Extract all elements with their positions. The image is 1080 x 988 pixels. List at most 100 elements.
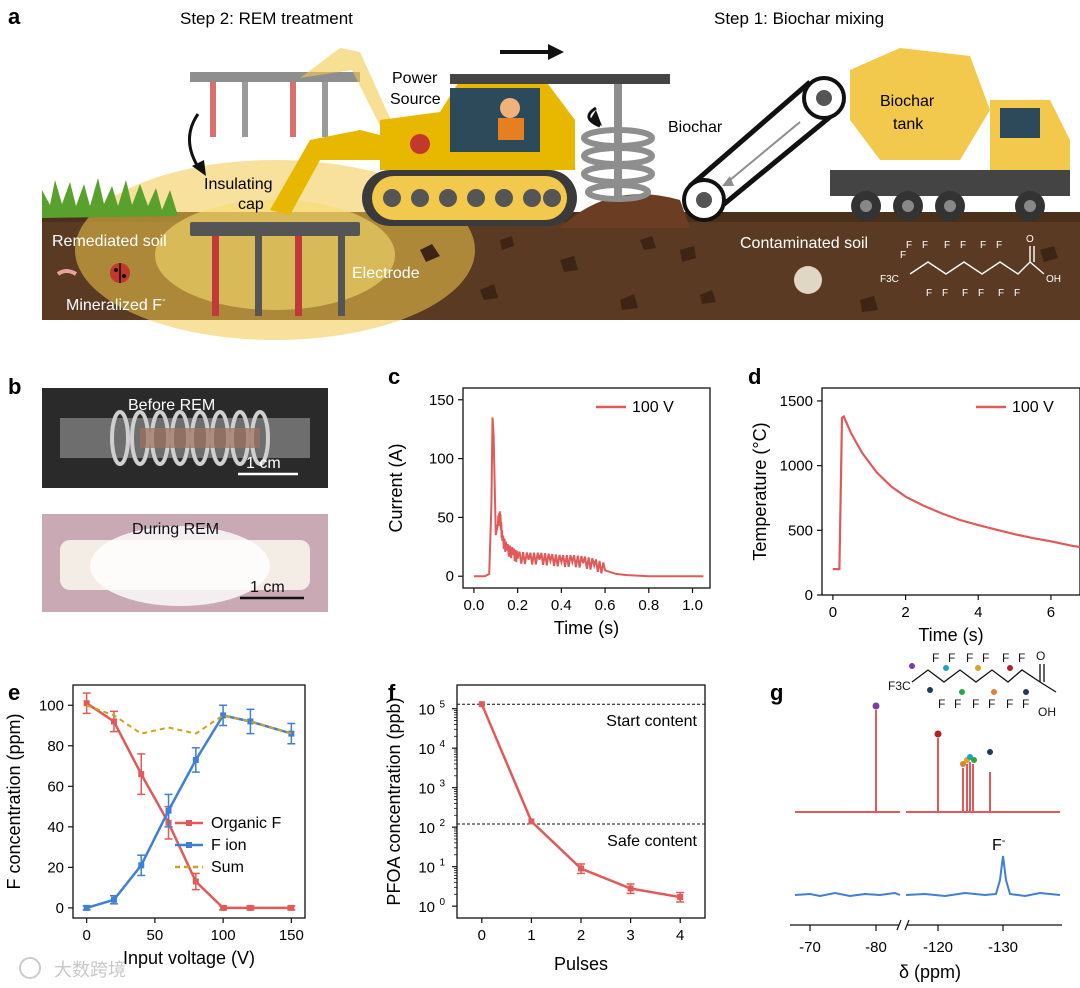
legend-label: 100 V xyxy=(632,399,674,416)
photo-before-sample xyxy=(140,428,260,448)
y-axis-label: Temperature (°C) xyxy=(750,422,770,560)
x-tick-label: 2 xyxy=(577,927,585,944)
data-point xyxy=(138,862,145,869)
tank-label-1: Biochar xyxy=(880,93,935,110)
svg-text:F: F xyxy=(1002,651,1009,665)
series-line-sum xyxy=(86,704,292,735)
x-tick-label: 4 xyxy=(676,927,684,944)
contaminated-soil-label: Contaminated soil xyxy=(740,235,868,252)
panel-c-chart: c 0.0 0.2 0.4 0.6 0.8 1.0 0 50 100 150 Time (s) Curr… xyxy=(386,364,711,638)
x-axis-label: Input voltage (V) xyxy=(123,948,255,968)
panel-b: b Before REM 1 cm During REM 1 cm xyxy=(8,374,328,612)
nmr-tick-label: -70 xyxy=(799,939,821,956)
y-tick-label: 1000 xyxy=(780,458,813,475)
y-tick-label: 10 xyxy=(418,781,435,798)
data-point xyxy=(83,904,90,911)
x-tick-label: 0 xyxy=(82,927,90,944)
data-point xyxy=(110,896,117,903)
panel-a-letter: a xyxy=(8,4,21,29)
nmr-xlabel: δ (ppm) xyxy=(899,962,961,982)
series-line-f-ion xyxy=(86,713,292,910)
x-tick-label: 0.8 xyxy=(638,597,659,614)
pfoa-structure-a xyxy=(909,246,1045,275)
y-tick-exponent: 3 xyxy=(439,779,445,790)
panel-f-chart: f 0 1 2 3 4 10 0 10 1 10 2 10 3 10 4 10 5 Start content Saf… xyxy=(384,680,706,974)
svg-text:F: F xyxy=(1018,651,1025,665)
data-point xyxy=(288,904,295,911)
before-rem-label: Before REM xyxy=(128,397,215,414)
soil-rocks xyxy=(420,236,1058,312)
panel-g-letter: g xyxy=(770,680,783,705)
svg-text:F: F xyxy=(938,697,945,711)
step1-title: Step 1: Biochar mixing xyxy=(714,9,884,28)
auger xyxy=(581,84,655,202)
nmr-tick-label: -80 xyxy=(865,939,887,956)
series-line-100v xyxy=(473,417,704,578)
svg-text:F: F xyxy=(944,240,950,251)
panel-letter: e xyxy=(8,680,20,705)
skull xyxy=(794,266,822,294)
svg-text:F: F xyxy=(962,288,968,299)
x-axis-label: Time (s) xyxy=(554,618,619,638)
data-point xyxy=(220,904,227,911)
panel-letter: f xyxy=(388,680,396,705)
during-rem-label: During REM xyxy=(132,521,219,538)
y-tick-label: 50 xyxy=(437,509,454,526)
y-axis-label: F concentration (ppm) xyxy=(4,713,24,889)
data-point xyxy=(528,818,535,825)
nmr-ticks xyxy=(809,925,1004,931)
x-tick-label: 100 xyxy=(211,927,236,944)
plot-frame xyxy=(462,387,711,589)
data-point xyxy=(83,700,90,707)
series-line-100v xyxy=(832,414,1080,571)
y-tick-exponent: 2 xyxy=(439,818,445,829)
legend-label: Organic F xyxy=(211,815,281,832)
nmr-axis-break-1 xyxy=(896,919,902,931)
panel-e-chart: e 0 50 100 150 0 20 40 60 80 100 Input voltage (V) F… xyxy=(4,680,306,968)
y-tick-label: 150 xyxy=(429,392,454,409)
biochar-label: Biochar xyxy=(668,119,723,136)
x-tick-label: 150 xyxy=(279,927,304,944)
panel-letter: c xyxy=(388,364,400,389)
heat-glow-inner xyxy=(155,200,395,310)
svg-text:F: F xyxy=(948,651,955,665)
svg-text:F: F xyxy=(960,240,966,251)
svg-text:F: F xyxy=(922,240,928,251)
plot-frame xyxy=(72,684,306,919)
svg-text:OH: OH xyxy=(1038,705,1056,719)
y-tick-label: 500 xyxy=(788,522,813,539)
svg-text:F: F xyxy=(900,250,906,261)
conveyor xyxy=(682,76,846,222)
worm xyxy=(56,269,78,276)
excavator xyxy=(362,74,670,226)
svg-text:F: F xyxy=(906,240,912,251)
pfoa-structure-g xyxy=(911,664,1057,693)
x-tick-label: 4 xyxy=(974,604,982,621)
reference-label: Safe content xyxy=(607,833,697,850)
photo-during-flare xyxy=(90,526,270,606)
y-axis-label: Current (A) xyxy=(386,443,406,532)
panel-letter: d xyxy=(748,364,761,389)
panel-d-chart: d 0 2 4 6 0 500 1000 1500 Time (s) Temperature (°C… xyxy=(748,364,1080,645)
y-tick-exponent: 4 xyxy=(439,739,445,750)
svg-text:F3C: F3C xyxy=(880,274,899,285)
y-tick-label: 10 xyxy=(418,702,435,719)
svg-text:F: F xyxy=(932,651,939,665)
nmr-spectrum-blue xyxy=(794,855,1061,898)
nmr-tick-label: -120 xyxy=(923,939,953,956)
data-point xyxy=(220,712,227,719)
y-tick-label: 60 xyxy=(47,778,64,795)
x-tick-label: 0.2 xyxy=(507,597,528,614)
x-tick-label: 0.6 xyxy=(595,597,616,614)
data-point xyxy=(247,904,254,911)
y-tick-label: 80 xyxy=(47,738,64,755)
data-point xyxy=(247,718,254,725)
svg-text:F: F xyxy=(942,288,948,299)
data-point xyxy=(478,701,485,708)
x-tick-label: 0.4 xyxy=(551,597,572,614)
y-tick-label: 40 xyxy=(47,819,64,836)
y-tick-exponent: 5 xyxy=(439,700,445,711)
tank-label-2: tank xyxy=(893,116,924,133)
